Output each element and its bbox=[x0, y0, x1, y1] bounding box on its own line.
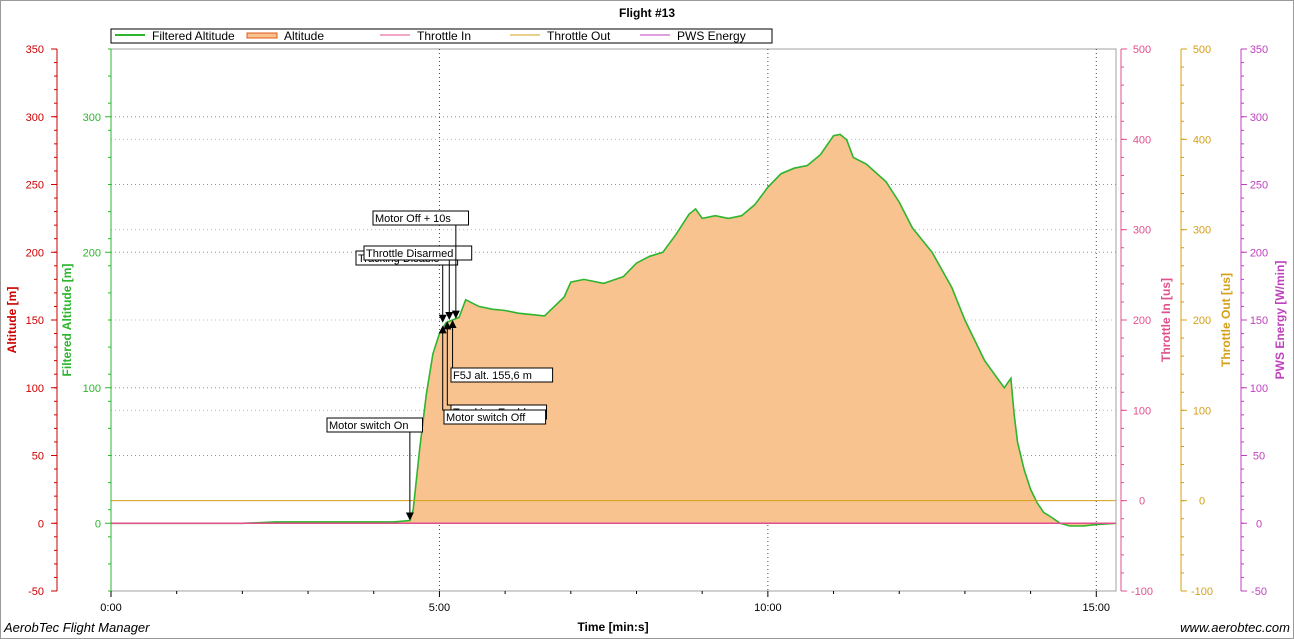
axis-tick-label: 200 bbox=[1133, 315, 1151, 327]
axis-tick-label: 150 bbox=[1250, 315, 1268, 327]
website-link[interactable]: www.aerobtec.com bbox=[1180, 620, 1290, 635]
event-marker-box bbox=[372, 210, 469, 226]
axis-tick-label: -100 bbox=[1131, 586, 1153, 598]
event-marker-arrow bbox=[443, 321, 452, 330]
axis-tick-label: 0 bbox=[1139, 496, 1145, 508]
axis-tick-label: 0 bbox=[38, 518, 44, 530]
legend-item: Throttle In bbox=[380, 29, 471, 43]
event-marker-arrow bbox=[451, 310, 460, 319]
event-marker: Throttle Disarmed bbox=[363, 245, 473, 320]
axis-tick-label: 200 bbox=[1193, 315, 1211, 327]
event-marker-box bbox=[450, 367, 554, 383]
axis-tick-label: 350 bbox=[1250, 44, 1268, 56]
x-tick-label: 15:00 bbox=[1083, 602, 1111, 614]
event-marker-label: F5J alt. 155,6 m bbox=[453, 370, 532, 382]
event-marker: Motor Off + 10s bbox=[372, 210, 469, 319]
legend-label: Throttle Out bbox=[547, 29, 611, 43]
axis-tick-label: 100 bbox=[1193, 405, 1211, 417]
axis-tick-label: -100 bbox=[1191, 586, 1213, 598]
axis-tick-label: 0 bbox=[1199, 496, 1205, 508]
event-marker-leader bbox=[409, 431, 423, 515]
event-marker-arrow bbox=[438, 325, 447, 334]
event-marker-box bbox=[326, 417, 423, 433]
axis-tick-label: 100 bbox=[26, 383, 44, 395]
event-marker: Motor switch Off bbox=[438, 325, 547, 425]
axis-tick-label: 500 bbox=[1193, 44, 1211, 56]
filtered-altitude-line bbox=[111, 133, 1117, 527]
axis-tick-label: 200 bbox=[26, 247, 44, 259]
event-marker-box bbox=[443, 409, 547, 425]
axis-tick-label: 50 bbox=[1253, 451, 1265, 463]
event-marker: Motor switch On bbox=[326, 417, 423, 521]
axis-label-pws: PWS Energy [W/min] bbox=[1273, 261, 1287, 380]
event-marker-arrow bbox=[405, 512, 414, 521]
axis-tick-label: 300 bbox=[1250, 112, 1268, 124]
axis-label-throttle_out: Throttle Out [us] bbox=[1219, 273, 1233, 367]
axis-tick-label: 0 bbox=[1256, 518, 1262, 530]
x-tick-label: 0:00 bbox=[100, 602, 121, 614]
event-marker-arrow bbox=[438, 314, 447, 323]
event-marker-label: Motor switch Off bbox=[446, 412, 526, 424]
axis-tick-label: 50 bbox=[32, 451, 44, 463]
axis-label-filtered: Filtered Altitude [m] bbox=[60, 264, 74, 377]
axis-tick-label: 250 bbox=[26, 180, 44, 192]
legend-item: Throttle Out bbox=[510, 29, 611, 43]
legend: Filtered Altitude Altitude Throttle In Thro… bbox=[110, 28, 773, 44]
event-marker-label: Motor Off + 10s bbox=[375, 213, 451, 225]
axis-tick-label: 100 bbox=[83, 383, 101, 395]
axis-tick-label: 300 bbox=[83, 112, 101, 124]
legend-label: Filtered Altitude bbox=[152, 29, 235, 43]
app-name: AerobTec Flight Manager bbox=[4, 620, 150, 635]
axis-tick-label: 150 bbox=[26, 315, 44, 327]
event-marker-leader bbox=[442, 331, 444, 411]
event-marker-arrow bbox=[445, 312, 454, 320]
x-tick-label: 5:00 bbox=[429, 602, 450, 614]
legend-label: PWS Energy bbox=[677, 29, 746, 43]
axis-tick-label: 300 bbox=[1193, 225, 1211, 237]
event-marker-leader bbox=[455, 224, 469, 313]
event-marker-leader bbox=[446, 327, 451, 406]
axis-tick-label: 350 bbox=[26, 44, 44, 56]
axis-tick-label: 100 bbox=[1250, 383, 1268, 395]
axis-tick-label: 500 bbox=[1133, 44, 1151, 56]
axis-label-throttle_in: Throttle In [us] bbox=[1159, 278, 1173, 362]
event-marker-arrow bbox=[448, 320, 457, 328]
axis-tick-label: -50 bbox=[28, 586, 44, 598]
x-tick-label: 10:00 bbox=[754, 602, 782, 614]
event-marker-leader bbox=[451, 326, 454, 369]
axis-tick-label: 250 bbox=[1250, 180, 1268, 192]
chart-title: Flight #13 bbox=[619, 6, 675, 20]
event-marker: F5J alt. 155,6 m bbox=[448, 320, 554, 383]
axis-tick-label: 0 bbox=[95, 518, 101, 530]
legend-label: Altitude bbox=[284, 29, 324, 43]
event-marker-leader bbox=[448, 259, 472, 314]
event-marker-box bbox=[363, 245, 473, 261]
event-marker-label: Motor switch On bbox=[329, 420, 408, 432]
axis-tick-label: 200 bbox=[83, 247, 101, 259]
axis-tick-label: 400 bbox=[1193, 134, 1211, 146]
axis-label-altitude: Altitude [m] bbox=[5, 287, 19, 354]
axis-tick-label: 300 bbox=[1133, 225, 1151, 237]
axis-tick-label: 200 bbox=[1250, 247, 1268, 259]
legend-item: Filtered Altitude bbox=[115, 29, 235, 43]
legend-item: Altitude bbox=[246, 29, 324, 43]
axis-tick-label: 100 bbox=[1133, 405, 1151, 417]
altitude-area bbox=[111, 134, 1116, 526]
event-marker-leader bbox=[442, 264, 458, 317]
axis-tick-label: 400 bbox=[1133, 134, 1151, 146]
legend-item: PWS Energy bbox=[640, 29, 746, 43]
x-axis-label: Time [min:s] bbox=[577, 620, 648, 634]
axis-tick-label: 300 bbox=[26, 112, 44, 124]
event-marker-label: Throttle Disarmed bbox=[366, 248, 453, 260]
legend-label: Throttle In bbox=[417, 29, 471, 43]
axis-tick-label: -50 bbox=[1251, 586, 1267, 598]
legend-swatch bbox=[246, 32, 278, 39]
